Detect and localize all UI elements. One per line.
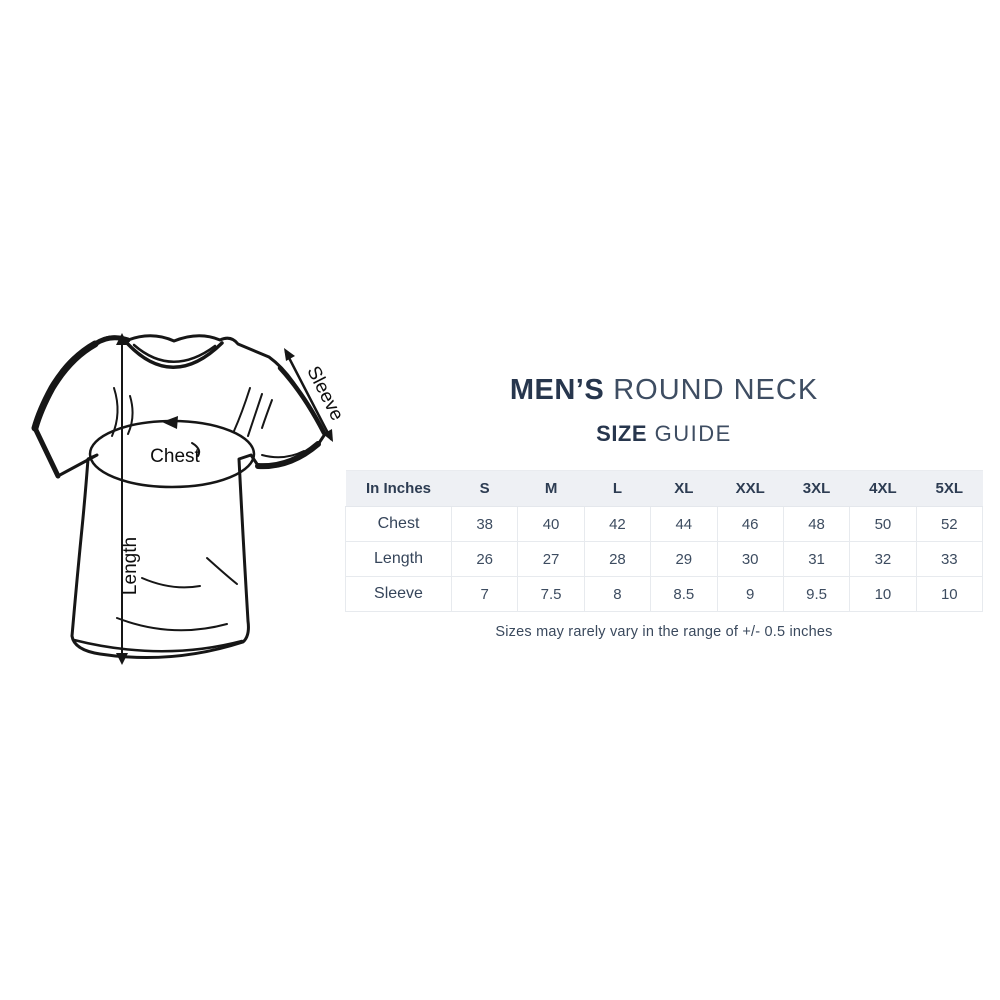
cell: 52 <box>915 506 984 542</box>
cell: 28 <box>583 541 652 577</box>
col-header-size: S <box>451 470 518 507</box>
row-label: Sleeve <box>345 576 452 612</box>
col-header-size: XL <box>650 470 717 507</box>
right-sleeve-stroke <box>277 365 327 436</box>
right-cuff-thick-stroke <box>255 441 321 470</box>
cell: 40 <box>517 506 585 542</box>
table-header-row: In Inches S M L XL XXL 3XL 4XL 5XL <box>345 470 983 507</box>
hem-inner-line <box>72 638 244 653</box>
left-sleeve-thick-stroke <box>31 340 99 432</box>
col-header-unit: In Inches <box>345 470 452 507</box>
table-row-length: Length 26 27 28 29 30 31 32 33 <box>345 541 984 577</box>
sleeve-arrowhead-top <box>284 348 295 361</box>
cell: 32 <box>849 541 917 577</box>
cell: 10 <box>915 576 984 612</box>
length-arrowhead-bottom <box>116 653 128 665</box>
collar-inner <box>132 343 217 363</box>
cell: 31 <box>782 541 851 577</box>
table-row-sleeve: Sleeve 7 7.5 8 8.5 9 9.5 10 10 <box>345 576 984 612</box>
page-title: MEN’S ROUND NECK <box>345 374 983 407</box>
cell: 10 <box>849 576 917 612</box>
row-label: Length <box>345 541 452 577</box>
chest-arrowhead <box>162 416 178 429</box>
chest-label: Chest <box>150 446 200 467</box>
table-row-chest: Chest 38 40 42 44 46 48 50 52 <box>345 506 984 542</box>
cell: 7 <box>450 576 519 612</box>
size-table: In Inches S M L XL XXL 3XL 4XL 5XL Chest… <box>345 470 984 612</box>
tshirt-outline <box>33 334 327 660</box>
col-header-size: 3XL <box>783 470 850 507</box>
cell: 46 <box>716 506 784 542</box>
collar-outer <box>124 340 224 369</box>
col-header-size: L <box>584 470 651 507</box>
cell: 50 <box>849 506 917 542</box>
page-subtitle-regular: GUIDE <box>654 421 732 446</box>
cell: 42 <box>583 506 652 542</box>
tolerance-note: Sizes may rarely vary in the range of +/… <box>495 624 833 640</box>
length-arrowhead-top <box>116 333 128 345</box>
wrinkle-lines <box>111 387 305 632</box>
tshirt-drawing-svg: Chest Length Sleeve <box>31 333 347 665</box>
cell: 38 <box>450 506 519 542</box>
cell: 33 <box>915 541 984 577</box>
cell: 26 <box>450 541 519 577</box>
col-header-size: 5XL <box>916 470 983 507</box>
sleeve-measure-line <box>284 350 333 441</box>
col-header-size: 4XL <box>849 470 917 507</box>
cell: 27 <box>517 541 585 577</box>
cell: 29 <box>650 541 718 577</box>
cell: 30 <box>716 541 784 577</box>
length-label: Length <box>120 537 141 595</box>
cell: 48 <box>782 506 851 542</box>
cell: 7.5 <box>517 576 585 612</box>
left-cuff-stroke <box>32 425 61 479</box>
page-title-bold: MEN’S <box>509 374 605 406</box>
row-label: Chest <box>345 506 452 542</box>
sleeve-arrowhead-bottom <box>323 429 333 442</box>
cell: 8.5 <box>650 576 718 612</box>
cell: 9.5 <box>782 576 851 612</box>
page-subtitle: SIZE GUIDE <box>345 421 983 446</box>
col-header-size: XXL <box>717 470 784 507</box>
cell: 8 <box>583 576 652 612</box>
title-block: MEN’S ROUND NECK SIZE GUIDE <box>345 374 983 446</box>
tshirt-diagram: Chest Length Sleeve <box>22 328 347 678</box>
page-subtitle-bold: SIZE <box>596 421 648 446</box>
col-header-size: M <box>517 470 585 507</box>
cell: 44 <box>650 506 718 542</box>
cell: 9 <box>716 576 784 612</box>
page-title-regular: ROUND NECK <box>613 374 819 406</box>
